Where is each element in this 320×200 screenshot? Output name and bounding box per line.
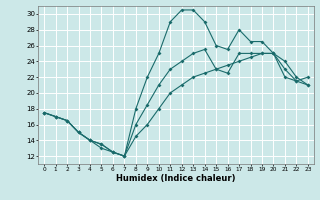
X-axis label: Humidex (Indice chaleur): Humidex (Indice chaleur) bbox=[116, 174, 236, 183]
